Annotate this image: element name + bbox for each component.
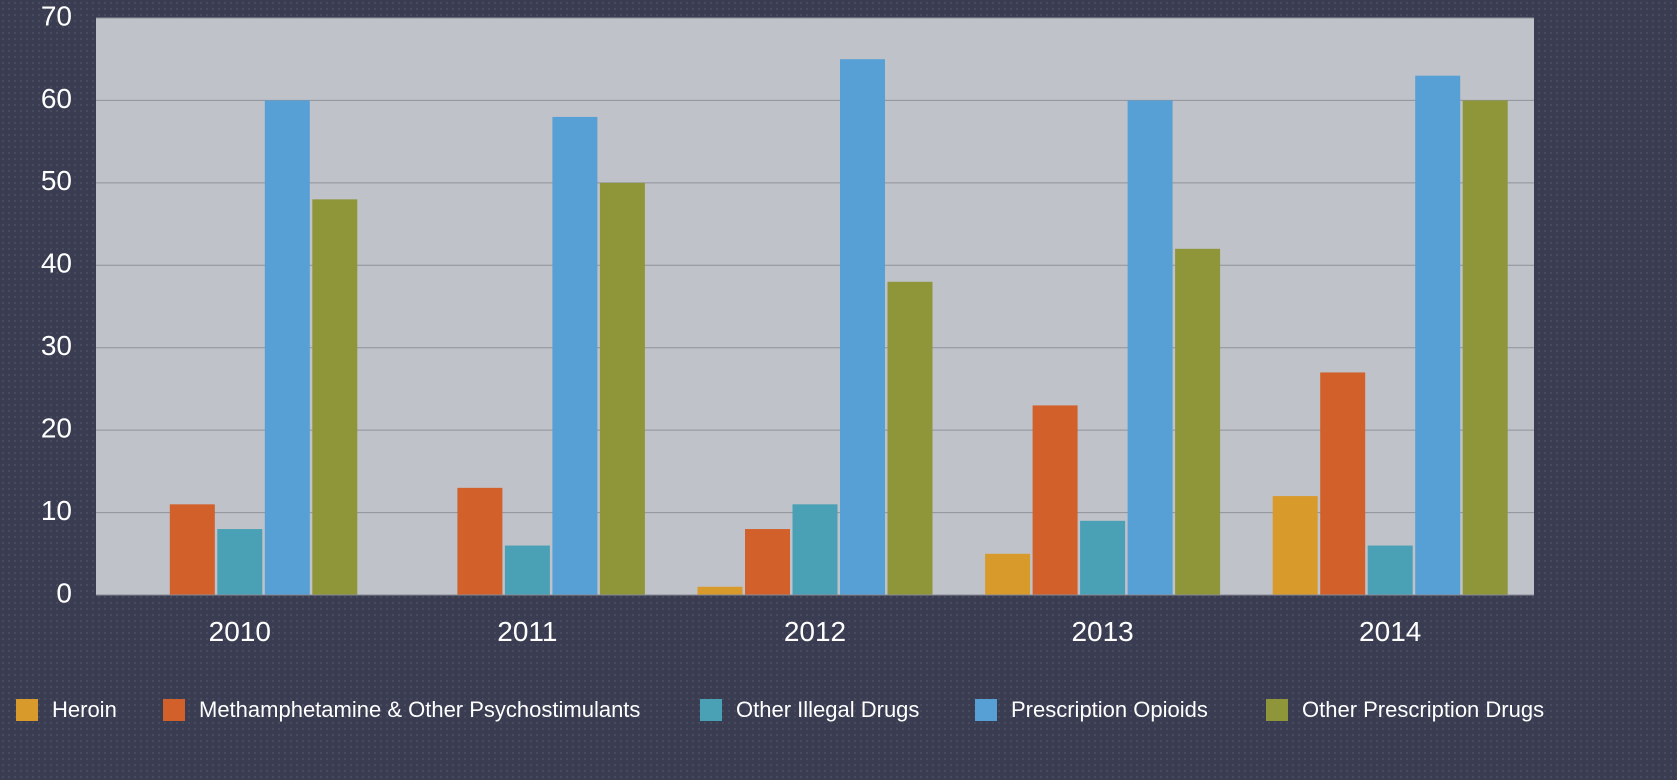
x-tick-label: 2011: [497, 616, 557, 647]
legend-swatch: [975, 699, 997, 721]
bar: [217, 529, 263, 595]
y-tick-label: 20: [41, 413, 72, 444]
bar: [1462, 100, 1508, 595]
y-tick-label: 40: [41, 248, 72, 279]
bar: [887, 281, 933, 595]
bar: [745, 529, 790, 595]
legend-swatch: [700, 699, 722, 721]
bar: [264, 100, 310, 595]
bar: [552, 116, 598, 596]
legend-label: Other Illegal Drugs: [736, 697, 919, 722]
bar: [697, 586, 743, 595]
bar: [457, 487, 503, 595]
bar: [1127, 100, 1173, 595]
y-axis-tick-labels: 0 10 20 30 40 50 60 70: [41, 0, 72, 608]
legend-swatch: [163, 699, 185, 721]
bar: [312, 199, 358, 596]
legend-label: Other Prescription Drugs: [1302, 697, 1544, 722]
bar: [1320, 372, 1366, 595]
bar: [840, 59, 885, 595]
bar: [792, 504, 838, 595]
bar: [504, 545, 550, 595]
x-tick-label: 2010: [209, 616, 271, 647]
y-tick-label: 60: [41, 83, 72, 114]
bar: [1367, 545, 1413, 595]
bar: [1175, 248, 1221, 596]
y-tick-label: 10: [41, 495, 72, 526]
y-tick-label: 70: [41, 0, 72, 31]
bar: [1272, 496, 1318, 595]
bar: [1080, 520, 1126, 595]
legend-label: Prescription Opioids: [1011, 697, 1208, 722]
y-tick-label: 30: [41, 330, 72, 361]
legend-label: Methamphetamine & Other Psychostimulants: [199, 697, 640, 722]
y-tick-label: 50: [41, 165, 72, 196]
bar: [1032, 405, 1078, 595]
x-tick-label: 2014: [1359, 616, 1421, 647]
x-tick-label: 2012: [784, 616, 846, 647]
x-tick-label: 2013: [1071, 616, 1133, 647]
y-tick-label: 0: [56, 577, 72, 608]
bar: [599, 182, 645, 595]
x-axis-tick-labels: 2010 2011 2012 2013 2014: [209, 616, 1422, 647]
bar: [1415, 75, 1461, 595]
legend: Heroin Methamphetamine & Other Psychostim…: [16, 697, 1544, 722]
bar: [985, 553, 1031, 595]
bar: [169, 504, 215, 595]
legend-swatch: [16, 699, 38, 721]
bars: [169, 59, 1508, 596]
legend-label: Heroin: [52, 697, 117, 722]
legend-swatch: [1266, 699, 1288, 721]
